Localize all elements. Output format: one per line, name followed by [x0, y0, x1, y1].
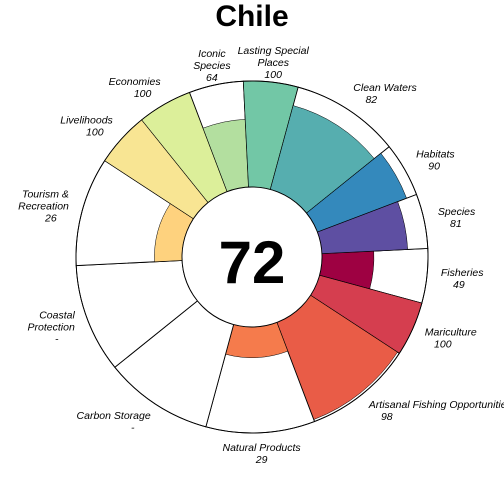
- label-lasting-special-places: Lasting Special Places 100: [238, 45, 310, 81]
- label-habitats: Habitats 90: [416, 149, 455, 173]
- label-tourism-recreation: Tourism & Recreation 26: [18, 189, 69, 225]
- label-fisheries: Fisheries 49: [441, 267, 484, 291]
- label-natural-products: Natural Products 29: [222, 442, 301, 466]
- label-coastal-protection: Coastal Protection -: [28, 310, 76, 346]
- center-circle: [181, 186, 323, 328]
- petal-natural-products: [225, 322, 289, 358]
- label-iconic-species: Iconic Species 64: [193, 48, 231, 84]
- petal-layer: [75, 80, 429, 434]
- label-livelihoods: Livelihoods 100: [60, 114, 113, 138]
- outer-ring: [75, 80, 429, 434]
- label-clean-waters: Clean Waters 82: [353, 82, 417, 106]
- chart-title: Chile: [215, 0, 288, 33]
- label-layer: Fisheries 49 Mariculture 100 Artisanal Fishi…: [18, 45, 504, 466]
- label-species: Species 81: [438, 206, 476, 230]
- label-artisanal-fishing-opportunities: Artisanal Fishing Opportunities 98: [368, 399, 504, 423]
- label-economies: Economies 100: [109, 76, 162, 100]
- label-mariculture: Mariculture 100: [425, 326, 477, 350]
- center-score: 72: [219, 229, 286, 296]
- label-carbon-storage: Carbon Storage -: [77, 410, 151, 434]
